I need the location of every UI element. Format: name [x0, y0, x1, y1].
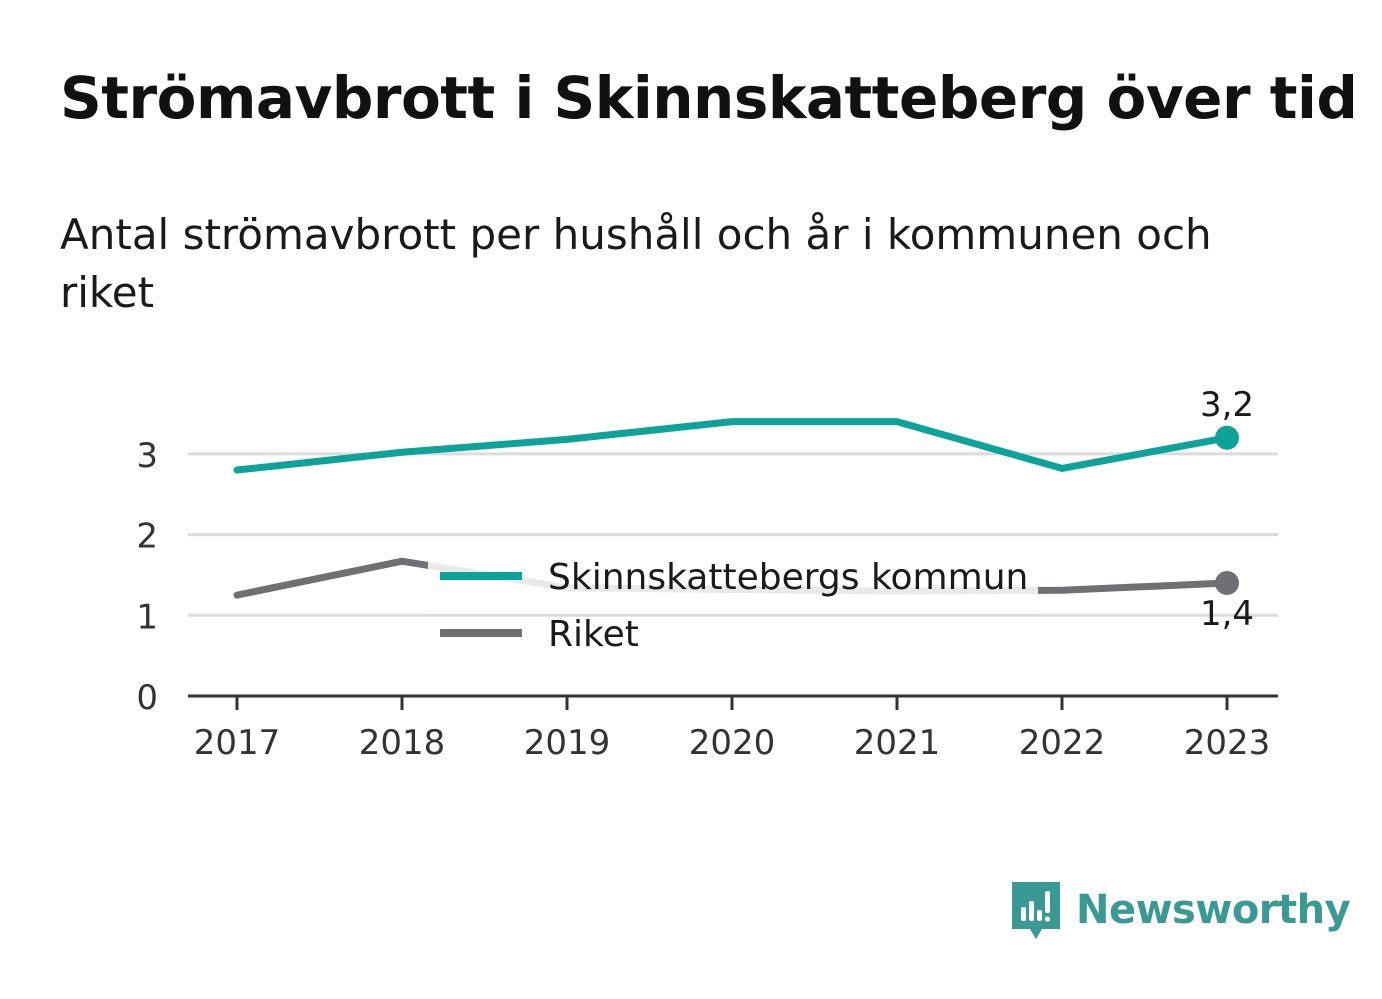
y-tick-label: 0	[136, 678, 158, 718]
x-tick-label: 2018	[359, 723, 446, 763]
x-tick-label: 2021	[854, 723, 941, 763]
legend-label: Riket	[548, 614, 639, 655]
x-tick-label: 2022	[1019, 723, 1106, 763]
x-tick-label: 2017	[194, 723, 281, 763]
end-labels: 3,2 1,4	[1200, 385, 1254, 634]
chart-title: Strömavbrott i Skinnskatteberg över tid	[60, 64, 1358, 132]
brand: Newsworthy	[1010, 878, 1351, 942]
chart-subtitle: Antal strömavbrott per hushåll och år i …	[60, 210, 1212, 317]
x-tick-label: 2019	[524, 723, 611, 763]
end-value-label: 1,4	[1200, 594, 1254, 634]
y-tick-label: 2	[136, 517, 158, 557]
series-line-0	[233, 418, 1231, 474]
end-value-label: 3,2	[1200, 385, 1254, 425]
newsworthy-logo-icon	[1012, 882, 1060, 939]
data-point	[1215, 425, 1239, 450]
legend-label: Skinnskattebergs kommun	[548, 557, 1028, 598]
legend: Skinnskattebergs kommun Riket	[428, 546, 1038, 655]
legend-background	[428, 546, 1038, 614]
y-tick-label: 1	[136, 597, 158, 637]
y-tick-label: 3	[136, 436, 158, 476]
axis-layer: 0 1 2 3 2017 2018 2019 2020 2021 2022 2023	[136, 436, 1278, 763]
x-tick-label: 2023	[1184, 723, 1271, 763]
brand-name: Newsworthy	[1076, 887, 1351, 933]
x-tick-label: 2020	[689, 723, 776, 763]
data-point	[1215, 571, 1239, 596]
